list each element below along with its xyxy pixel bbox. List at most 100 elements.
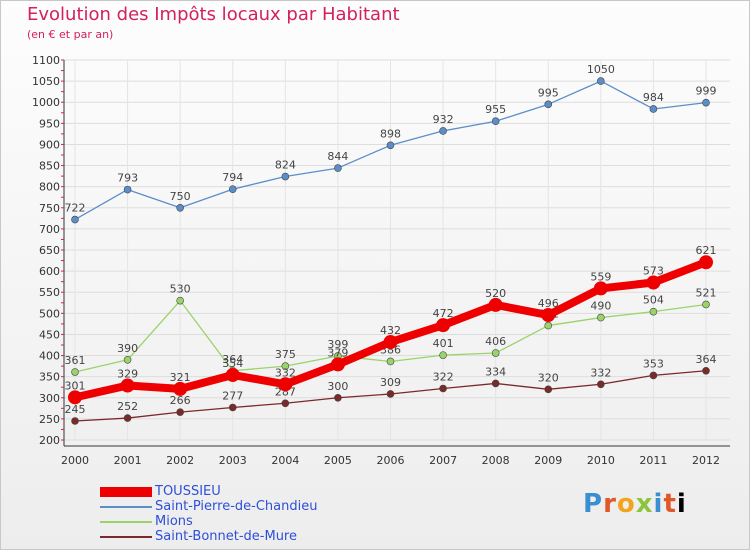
data-point-saint-pierre-de-chandieu — [544, 100, 553, 109]
y-tick-label: 1000 — [32, 96, 60, 109]
x-tick-label: 2001 — [114, 454, 142, 467]
line-chart: 200 250 300 350 400 450 500 550 600 650 700 750 800 8… — [32, 54, 730, 467]
data-point-mions — [649, 307, 658, 316]
y-tick-label: 350 — [39, 371, 60, 384]
data-label-saint-bonnet-de-mure: 320 — [538, 371, 559, 384]
legend-swatch — [100, 535, 152, 538]
data-point-saint-pierre-de-chandieu — [228, 185, 237, 193]
data-label-mions: 490 — [590, 300, 611, 313]
x-tick-label: 2005 — [324, 454, 352, 467]
data-label-saint-pierre-de-chandieu: 794 — [222, 171, 243, 184]
data-label-saint-bonnet-de-mure: 334 — [485, 365, 506, 378]
data-point-saint-bonnet-de-mure — [123, 414, 132, 422]
data-point-saint-pierre-de-chandieu — [176, 203, 184, 212]
data-point-saint-pierre-de-chandieu — [597, 77, 605, 85]
data-point-mions — [439, 351, 447, 359]
data-point-mions — [176, 296, 184, 305]
data-point-mions — [544, 321, 553, 330]
data-point-toussieu — [436, 318, 451, 333]
x-tick-label: 2010 — [587, 454, 615, 467]
data-point-toussieu — [225, 367, 240, 382]
data-point-saint-pierre-de-chandieu — [123, 185, 132, 194]
data-label-saint-pierre-de-chandieu: 793 — [117, 172, 138, 185]
x-tick-label: 2006 — [377, 454, 405, 467]
data-label-mions: 530 — [170, 283, 191, 296]
data-label-toussieu: 329 — [117, 368, 138, 381]
data-label-mions: 390 — [117, 342, 138, 355]
data-label-saint-pierre-de-chandieu: 898 — [380, 127, 401, 140]
data-point-saint-bonnet-de-mure — [702, 366, 710, 375]
data-label-saint-pierre-de-chandieu: 995 — [538, 86, 559, 99]
data-label-toussieu: 496 — [538, 297, 559, 310]
data-point-saint-bonnet-de-mure — [71, 417, 79, 425]
data-label-saint-bonnet-de-mure: 252 — [117, 400, 138, 413]
data-point-toussieu — [541, 308, 556, 323]
data-label-saint-bonnet-de-mure: 245 — [65, 403, 86, 416]
x-tick-label: 2009 — [534, 454, 562, 467]
data-label-saint-pierre-de-chandieu: 999 — [696, 85, 717, 98]
data-point-toussieu — [330, 357, 345, 372]
data-label-toussieu: 559 — [590, 270, 611, 283]
x-tick-label: 2003 — [219, 454, 247, 467]
y-tick-label: 1050 — [32, 75, 60, 88]
chart-title: Evolution des Impôts locaux par Habitant — [27, 4, 400, 25]
data-point-toussieu — [699, 255, 713, 270]
y-tick-label: 650 — [39, 244, 60, 257]
data-point-saint-bonnet-de-mure — [334, 393, 342, 402]
y-tick-label: 400 — [39, 350, 60, 363]
data-label-toussieu: 472 — [433, 307, 454, 320]
data-label-saint-pierre-de-chandieu: 984 — [643, 91, 664, 104]
legend-label: Mions — [155, 514, 193, 529]
data-label-mions: 364 — [222, 353, 243, 366]
data-label-mions: 361 — [65, 354, 86, 367]
data-point-saint-pierre-de-chandieu — [702, 98, 710, 107]
data-point-mions — [71, 368, 79, 376]
data-point-saint-bonnet-de-mure — [228, 403, 237, 412]
data-label-mions: 406 — [485, 335, 506, 348]
data-label-saint-bonnet-de-mure: 300 — [327, 380, 348, 393]
data-point-saint-bonnet-de-mure — [281, 399, 290, 408]
data-label-saint-bonnet-de-mure: 322 — [433, 370, 454, 383]
legend-swatch — [100, 505, 152, 508]
legend-label: TOUSSIEU — [155, 484, 221, 499]
data-label-mions: 401 — [433, 337, 454, 350]
data-label-saint-bonnet-de-mure: 266 — [170, 394, 191, 407]
data-label-toussieu: 332 — [275, 366, 296, 379]
data-point-toussieu — [120, 378, 135, 393]
data-label-toussieu: 520 — [485, 287, 506, 300]
data-label-toussieu: 301 — [65, 379, 86, 392]
data-label-saint-pierre-de-chandieu: 824 — [275, 159, 296, 172]
data-label-toussieu: 621 — [696, 244, 717, 257]
x-tick-label: 2002 — [166, 454, 194, 467]
data-label-toussieu: 432 — [380, 324, 401, 337]
data-point-saint-pierre-de-chandieu — [491, 117, 500, 126]
data-point-mions — [281, 362, 290, 370]
data-point-toussieu — [278, 377, 293, 392]
x-tick-label: 2012 — [692, 454, 720, 467]
data-label-saint-bonnet-de-mure: 332 — [590, 366, 611, 379]
chart-subtitle: (en € et par an) — [27, 28, 114, 41]
legend-swatch — [100, 520, 152, 523]
x-tick-label: 2008 — [482, 454, 510, 467]
y-tick-label: 600 — [39, 265, 60, 278]
data-point-saint-pierre-de-chandieu — [649, 105, 658, 113]
y-tick-label: 450 — [39, 328, 60, 341]
data-label-saint-bonnet-de-mure: 364 — [696, 353, 717, 366]
data-label-mions: 521 — [696, 286, 717, 299]
data-point-toussieu — [488, 297, 503, 312]
y-tick-label: 700 — [39, 223, 60, 236]
data-point-toussieu — [646, 275, 661, 290]
data-point-saint-bonnet-de-mure — [176, 408, 184, 416]
data-point-toussieu — [593, 281, 608, 296]
y-tick-label: 800 — [39, 181, 60, 194]
x-tick-label: 2004 — [271, 454, 299, 467]
data-point-saint-pierre-de-chandieu — [334, 164, 342, 172]
proxiti-logo: Proxiti — [583, 489, 687, 519]
legend-label: Saint-Bonnet-de-Mure — [155, 529, 297, 544]
data-point-saint-pierre-de-chandieu — [281, 172, 290, 181]
x-tick-label: 2000 — [61, 454, 89, 467]
y-tick-label: 850 — [39, 160, 60, 173]
data-label-saint-pierre-de-chandieu: 955 — [485, 103, 506, 116]
y-tick-label: 550 — [39, 286, 60, 299]
data-label-saint-pierre-de-chandieu: 722 — [65, 202, 86, 215]
